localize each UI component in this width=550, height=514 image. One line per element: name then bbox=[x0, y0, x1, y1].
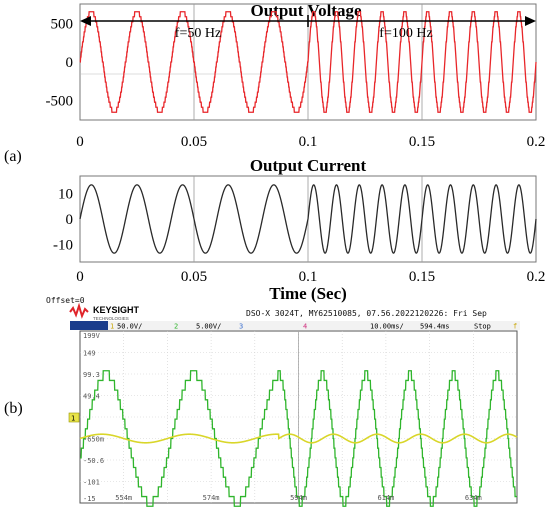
scope-y-tick-label: -50.6 bbox=[83, 457, 104, 465]
keysight-brand: KEYSIGHT bbox=[93, 305, 140, 315]
scope-x-tick-label: 574m bbox=[203, 494, 220, 502]
voltage-x-tick-label: 0.05 bbox=[181, 134, 207, 150]
voltage-y-tick-label: 500 bbox=[51, 16, 74, 32]
voltage-series-line bbox=[79, 11, 537, 113]
voltage-x-tick-label: 0.15 bbox=[409, 134, 435, 150]
scope-trace-ch1 bbox=[79, 433, 518, 444]
scope-offset-label: Offset=0 bbox=[46, 296, 85, 305]
scope-y-tick-label: -650m bbox=[83, 436, 104, 444]
scope-timebase: 10.00ms/ bbox=[370, 323, 404, 331]
current-plot: Output Current 100-10 0 0.05 0.1 0.15 0.2 Ti… bbox=[53, 156, 545, 303]
scope-delay: 594.4ms bbox=[420, 323, 450, 331]
scope-trace-ch2 bbox=[80, 370, 517, 507]
scope-grid bbox=[80, 331, 517, 503]
scope-x-tick-label: 634m bbox=[465, 494, 482, 502]
scope-ch1-ground-marker bbox=[68, 412, 80, 423]
current-x-axis-label: Time (Sec) bbox=[269, 284, 347, 303]
current-x-ticks: 0 0.05 0.1 0.15 0.2 bbox=[76, 269, 545, 285]
scope-y-tick-label: 199V bbox=[83, 332, 101, 340]
scope-x-tick-label: 614m bbox=[377, 494, 394, 502]
current-x-tick-label: 0.15 bbox=[409, 269, 435, 285]
current-x-tick-label: 0.1 bbox=[299, 269, 318, 285]
scope-y-tick-label: 99.3 bbox=[83, 371, 100, 379]
scope-x-tick-label: 594m bbox=[290, 494, 307, 502]
scope-x-tick-label: 554m bbox=[115, 494, 132, 502]
scope-ch1-scale: 50.0V/ bbox=[117, 323, 142, 331]
keysight-logo: KEYSIGHT TECHNOLOGIES bbox=[69, 302, 140, 321]
voltage-y-tick-label: 0 bbox=[66, 55, 74, 71]
scope-ch4: 4 bbox=[303, 323, 307, 331]
current-y-tick-label: 10 bbox=[58, 187, 73, 203]
current-x-tick-label: 0.05 bbox=[181, 269, 207, 285]
annotation-50hz: f=50 Hz bbox=[175, 26, 221, 41]
current-y-ticks: 10 0 -10 bbox=[53, 187, 73, 254]
scope-ch1-block bbox=[70, 321, 108, 330]
scope-status-bar bbox=[70, 321, 520, 330]
frequency-annotation-arrow bbox=[80, 15, 536, 27]
scope-run-state: Stop bbox=[474, 323, 491, 331]
scope-y-tick-label: -101 bbox=[83, 479, 100, 487]
svg-text:1: 1 bbox=[110, 323, 114, 331]
svg-text:f: f bbox=[513, 323, 517, 331]
scope-y-tick-label: -15 bbox=[83, 495, 96, 503]
current-series-line bbox=[79, 184, 537, 254]
keysight-brand-sub: TECHNOLOGIES bbox=[93, 316, 129, 321]
voltage-x-ticks: 0 0.05 0.1 0.15 0.2 bbox=[76, 134, 545, 150]
voltage-x-tick-label: 0.2 bbox=[527, 134, 546, 150]
scope-ch3: 3 bbox=[239, 323, 243, 331]
voltage-y-tick-label: -500 bbox=[46, 94, 74, 110]
annotation-100hz: f=100 Hz bbox=[379, 26, 432, 41]
voltage-x-tick-label: 0 bbox=[76, 134, 84, 150]
current-x-tick-label: 0.2 bbox=[527, 269, 546, 285]
svg-text:2: 2 bbox=[174, 323, 178, 331]
current-x-tick-label: 0 bbox=[76, 269, 84, 285]
scope-info-line: DSO-X 3024T, MY62510085, 07.56.202212022… bbox=[246, 309, 487, 318]
current-title: Output Current bbox=[250, 156, 367, 175]
scope-ch1-marker-label: 1 bbox=[71, 415, 75, 423]
scope-y-ticks: 199V 149 99.3 49.4 -650m -50.6 -101 -15 bbox=[83, 332, 104, 503]
current-y-tick-label: 0 bbox=[66, 212, 74, 228]
voltage-x-tick-label: 0.1 bbox=[299, 134, 318, 150]
voltage-title: Output Voltage bbox=[251, 1, 362, 20]
scope-y-tick-label: 149 bbox=[83, 350, 96, 358]
panel-label-a: (a) bbox=[4, 148, 22, 165]
voltage-plot: Output Voltage f=50 Hz f=100 Hz 500 0 -500… bbox=[46, 1, 546, 150]
panel-label-b: (b) bbox=[4, 400, 23, 417]
scope-ch2-scale: 5.00V/ bbox=[196, 323, 221, 331]
oscilloscope-capture: Offset=0 KEYSIGHT TECHNOLOGIES DSO-X 302… bbox=[46, 296, 520, 507]
scope-x-ticks: 554m 574m 594m 614m 634m bbox=[115, 494, 481, 502]
current-y-tick-label: -10 bbox=[53, 237, 73, 253]
voltage-y-ticks: 500 0 -500 bbox=[46, 16, 74, 109]
scope-y-tick-label: 49.4 bbox=[83, 393, 100, 401]
